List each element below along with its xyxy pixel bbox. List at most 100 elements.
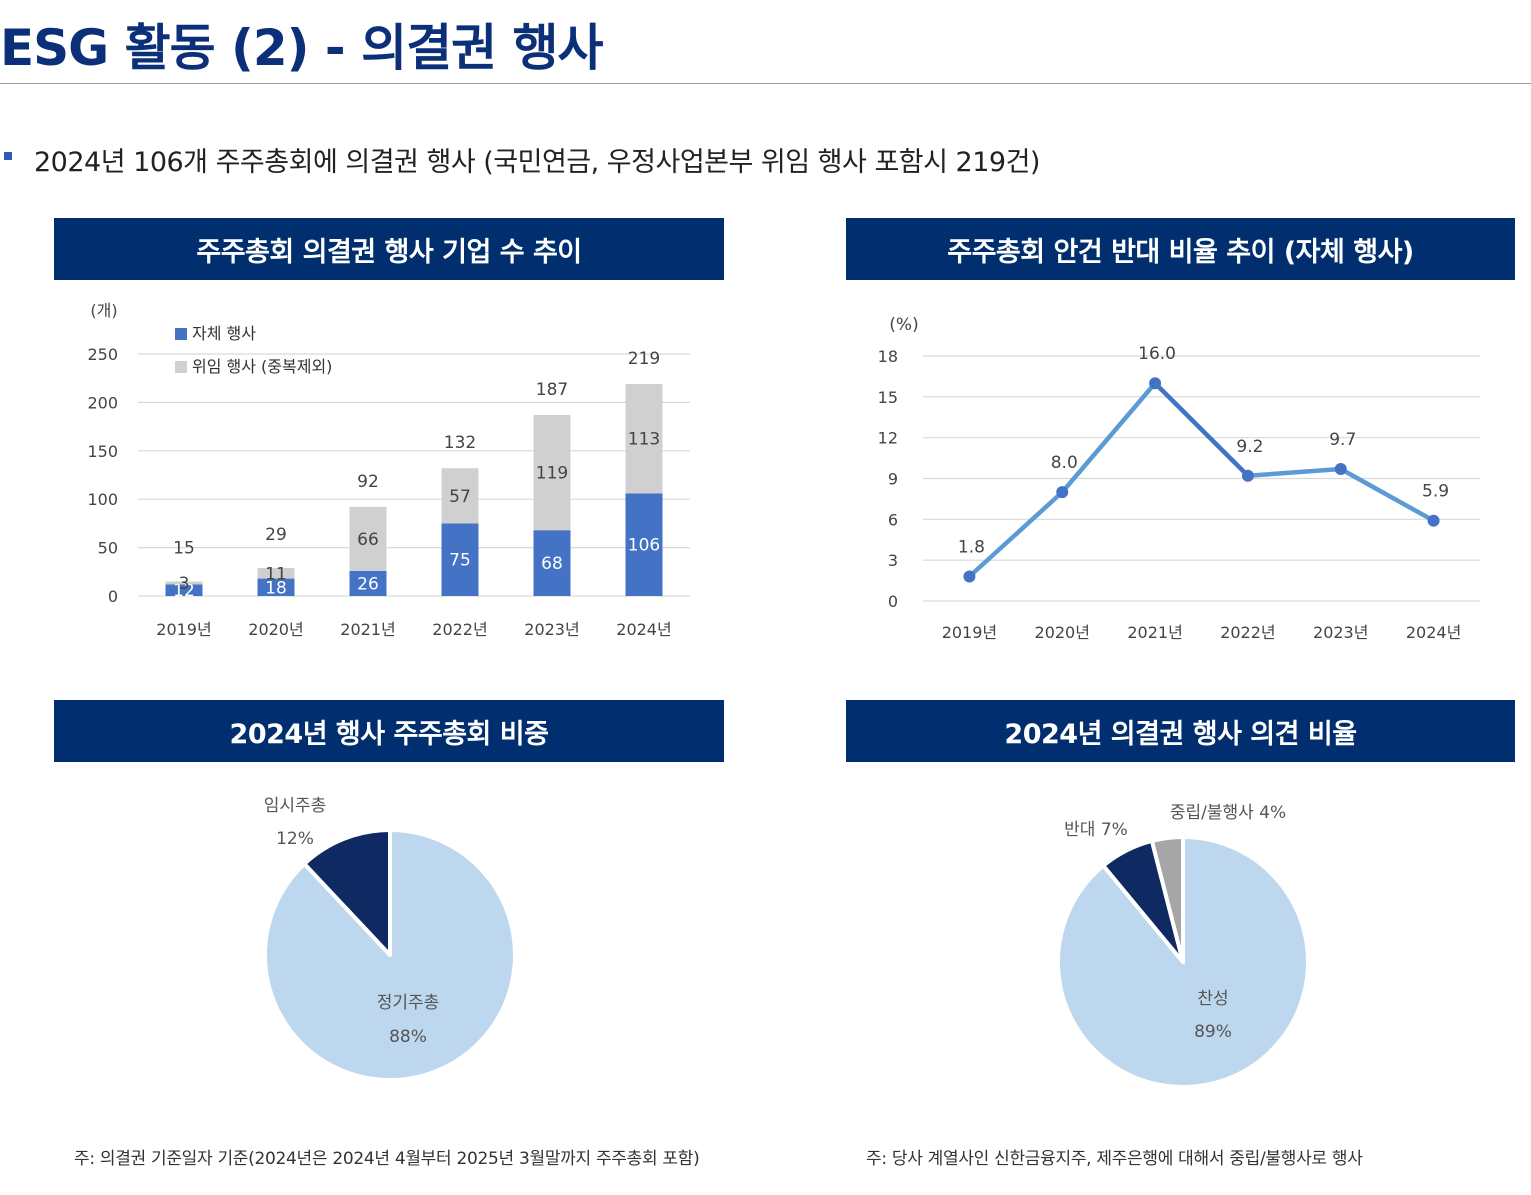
x-tick-label: 2022년 (1220, 623, 1275, 642)
y-tick-label: 12 (878, 429, 898, 448)
x-tick-label: 2022년 (432, 620, 487, 639)
y-tick-label: 100 (87, 490, 118, 509)
slice-label: 반대 7% (1064, 820, 1128, 840)
line-chart: 0 3 6 9 12 15 18 (%) 1.8 8.0 16.0 9.2 9.7 5.9 2019년 202… (878, 315, 1480, 642)
bar-segment (441, 468, 479, 524)
x-tick-label: 2021년 (340, 620, 395, 639)
bar-segment (165, 584, 203, 596)
line-chart-header: 주주총회 안건 반대 비율 추이 (자체 행사) (846, 218, 1515, 280)
legend-label: 위임 행사 (중복제외) (192, 357, 332, 376)
bar-value-label: 68 (541, 554, 563, 574)
y-tick-label: 200 (87, 393, 118, 412)
pie-chart-meeting-header: 2024년 행사 주주총회 비중 (54, 700, 724, 762)
bar-chart-header: 주주총회 의결권 행사 기업 수 추이 (54, 218, 724, 280)
y-tick-label: 250 (87, 345, 118, 364)
data-point (1241, 469, 1254, 482)
slice-pct: 88% (389, 1027, 427, 1047)
bar-total-label: 219 (628, 349, 660, 369)
bar-segment (625, 493, 663, 596)
data-label: 9.2 (1236, 437, 1263, 457)
slice-label: 중립/불행사 4% (1170, 803, 1286, 823)
bar-segment (625, 384, 663, 494)
bar-value-label: 11 (265, 564, 287, 584)
legend-label: 자체 행사 (192, 324, 256, 343)
data-label: 8.0 (1051, 453, 1078, 473)
pie-chart-opinion-header: 2024년 의결권 행사 의견 비율 (846, 700, 1515, 762)
slice-label: 정기주총 (377, 993, 440, 1013)
bar-segment (165, 581, 203, 585)
bar-value-label: 12 (173, 581, 195, 601)
y-axis-label: (%) (889, 315, 918, 335)
y-tick-label: 9 (888, 470, 898, 489)
bar-total-label: 132 (444, 433, 476, 453)
legend-swatch (175, 361, 187, 373)
bar-value-label: 66 (357, 530, 379, 550)
bullet-icon (4, 152, 12, 160)
bar-value-label: 18 (265, 578, 287, 598)
pie-slice (1149, 835, 1185, 964)
title-divider (0, 83, 1531, 84)
data-point (1149, 377, 1162, 390)
pie-chart-opinion: 찬성 89% 반대 7% 중립/불행사 4% (1056, 803, 1310, 1089)
slice-label: 찬성 (1197, 989, 1228, 1009)
data-point (1427, 514, 1440, 527)
data-point (1334, 462, 1347, 475)
y-tick-label: 18 (878, 347, 898, 366)
bar-value-label: 106 (628, 536, 660, 556)
x-tick-label: 2024년 (616, 620, 671, 639)
x-tick-label: 2020년 (248, 620, 303, 639)
x-tick-label: 2024년 (1406, 623, 1461, 642)
data-point (1056, 486, 1069, 499)
bar-value-label: 75 (449, 551, 471, 571)
bar-segment (349, 570, 387, 596)
data-label: 5.9 (1422, 482, 1449, 502)
slice-pct: 12% (276, 829, 314, 849)
bar-segment (349, 506, 387, 571)
slice-label: 임시주총 (264, 796, 327, 816)
bar-total-label: 15 (173, 538, 195, 558)
page-subtitle: 2024년 106개 주주총회에 의결권 행사 (국민연금, 우정사업본부 위임… (34, 147, 1040, 178)
y-tick-label: 3 (888, 551, 898, 570)
line-segment (1060, 380, 1158, 495)
x-tick-label: 2019년 (942, 623, 997, 642)
x-tick-label: 2020년 (1035, 623, 1090, 642)
page-title: ESG 활동 (2) - 의결권 행사 (0, 19, 603, 77)
y-tick-label: 15 (878, 388, 898, 407)
bar-value-label: 3 (179, 574, 190, 594)
bar-total-label: 187 (536, 380, 568, 400)
x-tick-label: 2019년 (156, 620, 211, 639)
note-left: 주: 의결권 기준일자 기준(2024년은 2024년 4월부터 2025년 3… (74, 1149, 700, 1169)
data-label: 9.7 (1329, 430, 1356, 450)
bar-value-label: 57 (449, 487, 471, 507)
line-segment (1338, 466, 1436, 523)
x-tick-label: 2021년 (1127, 623, 1182, 642)
bar-segment (257, 567, 295, 579)
data-label: 1.8 (958, 538, 985, 558)
bar-total-label: 92 (357, 472, 379, 492)
y-tick-label: 6 (888, 510, 898, 529)
data-point (963, 570, 976, 583)
y-axis-label: (개) (90, 301, 117, 320)
pie-chart-meeting: 정기주총 88% 임시주총 12% (263, 796, 517, 1082)
note-right: 주: 당사 계열사인 신한금융지주, 제주은행에 대해서 중립/불행사로 행사 (866, 1149, 1363, 1169)
x-tick-label: 2023년 (524, 620, 579, 639)
bar-value-label: 119 (536, 464, 568, 484)
x-tick-label: 2023년 (1313, 623, 1368, 642)
bar-value-label: 113 (628, 430, 660, 450)
y-tick-label: 50 (98, 539, 118, 558)
line-segment (1245, 466, 1343, 479)
y-tick-label: 0 (108, 587, 118, 606)
bar-segment (533, 530, 571, 596)
bar-segment (533, 414, 571, 531)
legend-swatch (175, 328, 187, 340)
bar-segment (257, 578, 295, 596)
bar-value-label: 26 (357, 574, 379, 594)
line-segment (1152, 380, 1251, 479)
bar-segment (441, 523, 479, 596)
y-tick-label: 150 (87, 442, 118, 461)
y-tick-label: 0 (888, 592, 898, 611)
line-segment (967, 489, 1065, 579)
bar-total-label: 29 (265, 525, 287, 545)
pie-slice (302, 828, 392, 957)
